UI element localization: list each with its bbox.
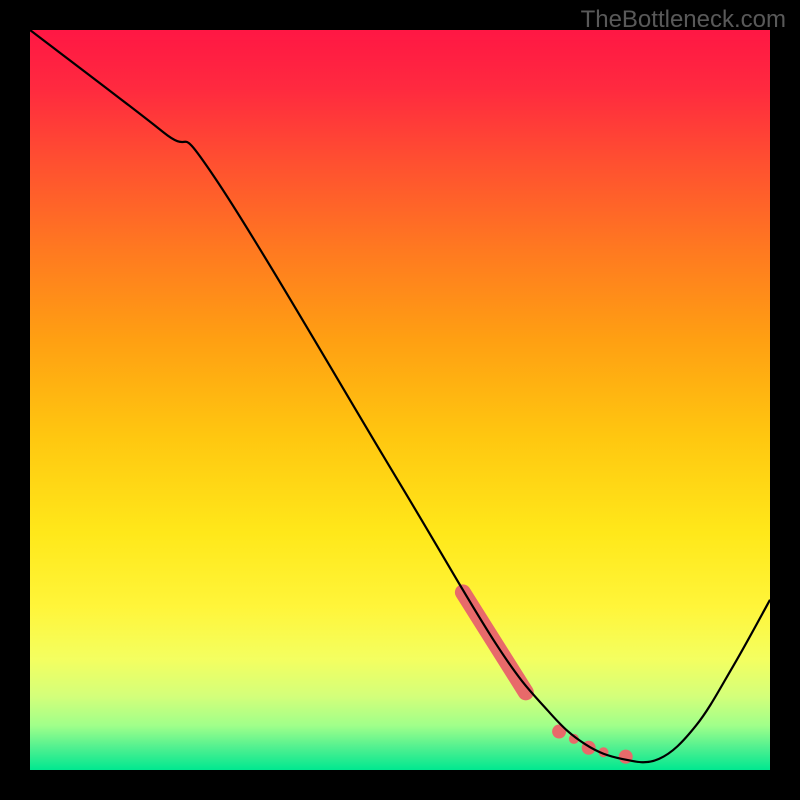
curve-layer (30, 30, 770, 770)
watermark-text: TheBottleneck.com (581, 6, 786, 34)
bottleneck-curve (30, 30, 770, 762)
plot-area (30, 30, 770, 770)
